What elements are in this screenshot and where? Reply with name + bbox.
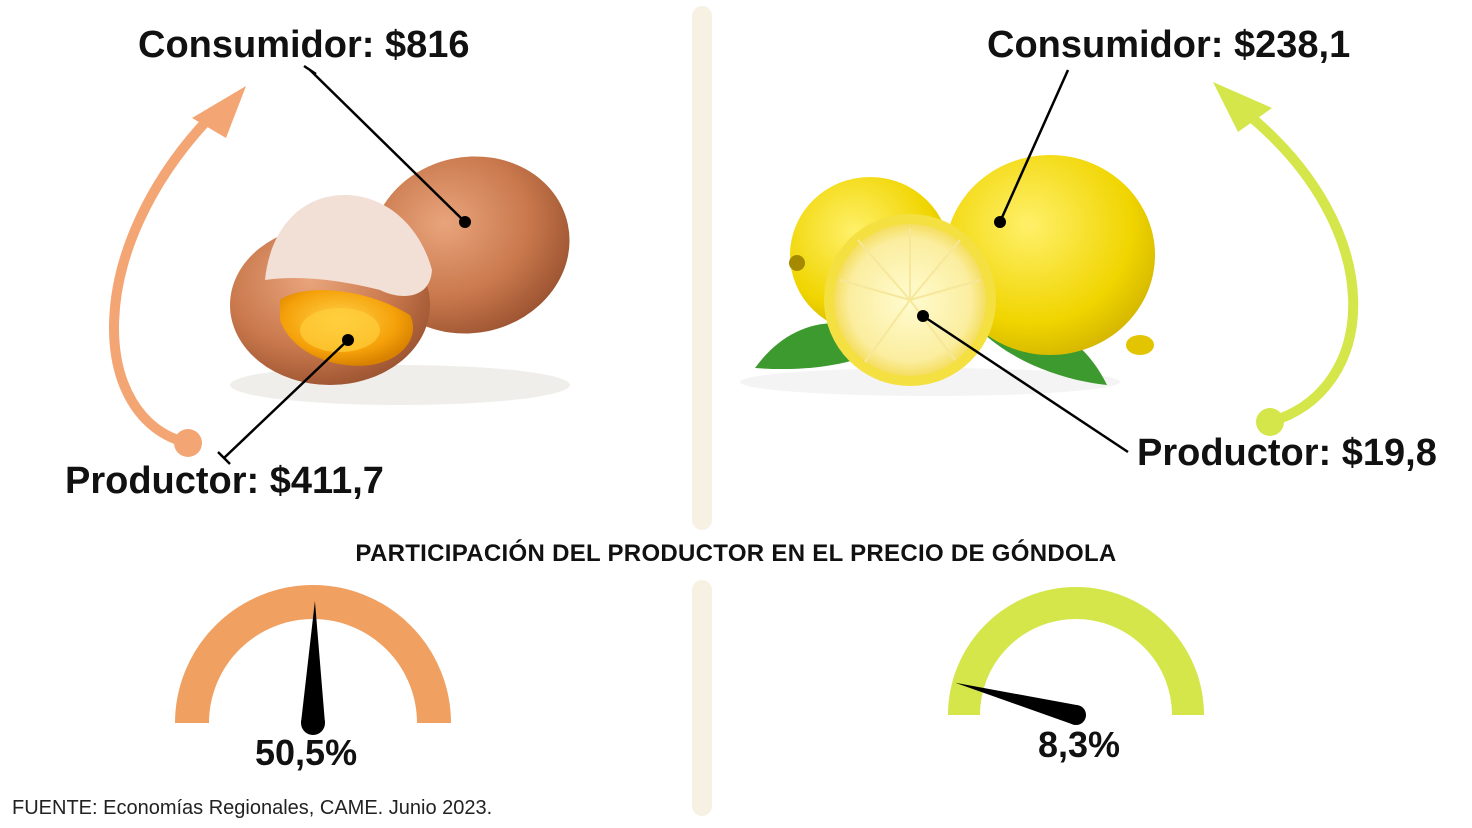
egg-gauge-needle [301,601,325,724]
egg-gauge-arc [175,585,451,724]
center-divider-bottom [692,580,712,816]
section-title: PARTICIPACIÓN DEL PRODUCTOR EN EL PRECIO… [355,540,1117,567]
lemon-share-gauge [948,587,1204,725]
lemon-gauge-needle [955,682,1079,725]
egg-gauge-hub [301,711,325,735]
egg-producer-price: Productor: $411,7 [65,460,384,502]
lemon-consumer-price: Consumidor: $238,1 [987,24,1351,66]
lemon-producer-price: Productor: $19,8 [1137,432,1437,474]
lemon-gauge-arc [948,587,1204,716]
egg-consumer-price: Consumidor: $816 [138,24,470,66]
egg-share-gauge [175,585,451,735]
lemon-share-value: 8,3% [1038,724,1121,765]
center-divider-top [692,6,712,530]
source-note: FUENTE: Economías Regionales, CAME. Juni… [12,797,493,819]
lemon-gauge-hub [1066,705,1086,725]
egg-share-value: 50,5% [255,732,358,773]
